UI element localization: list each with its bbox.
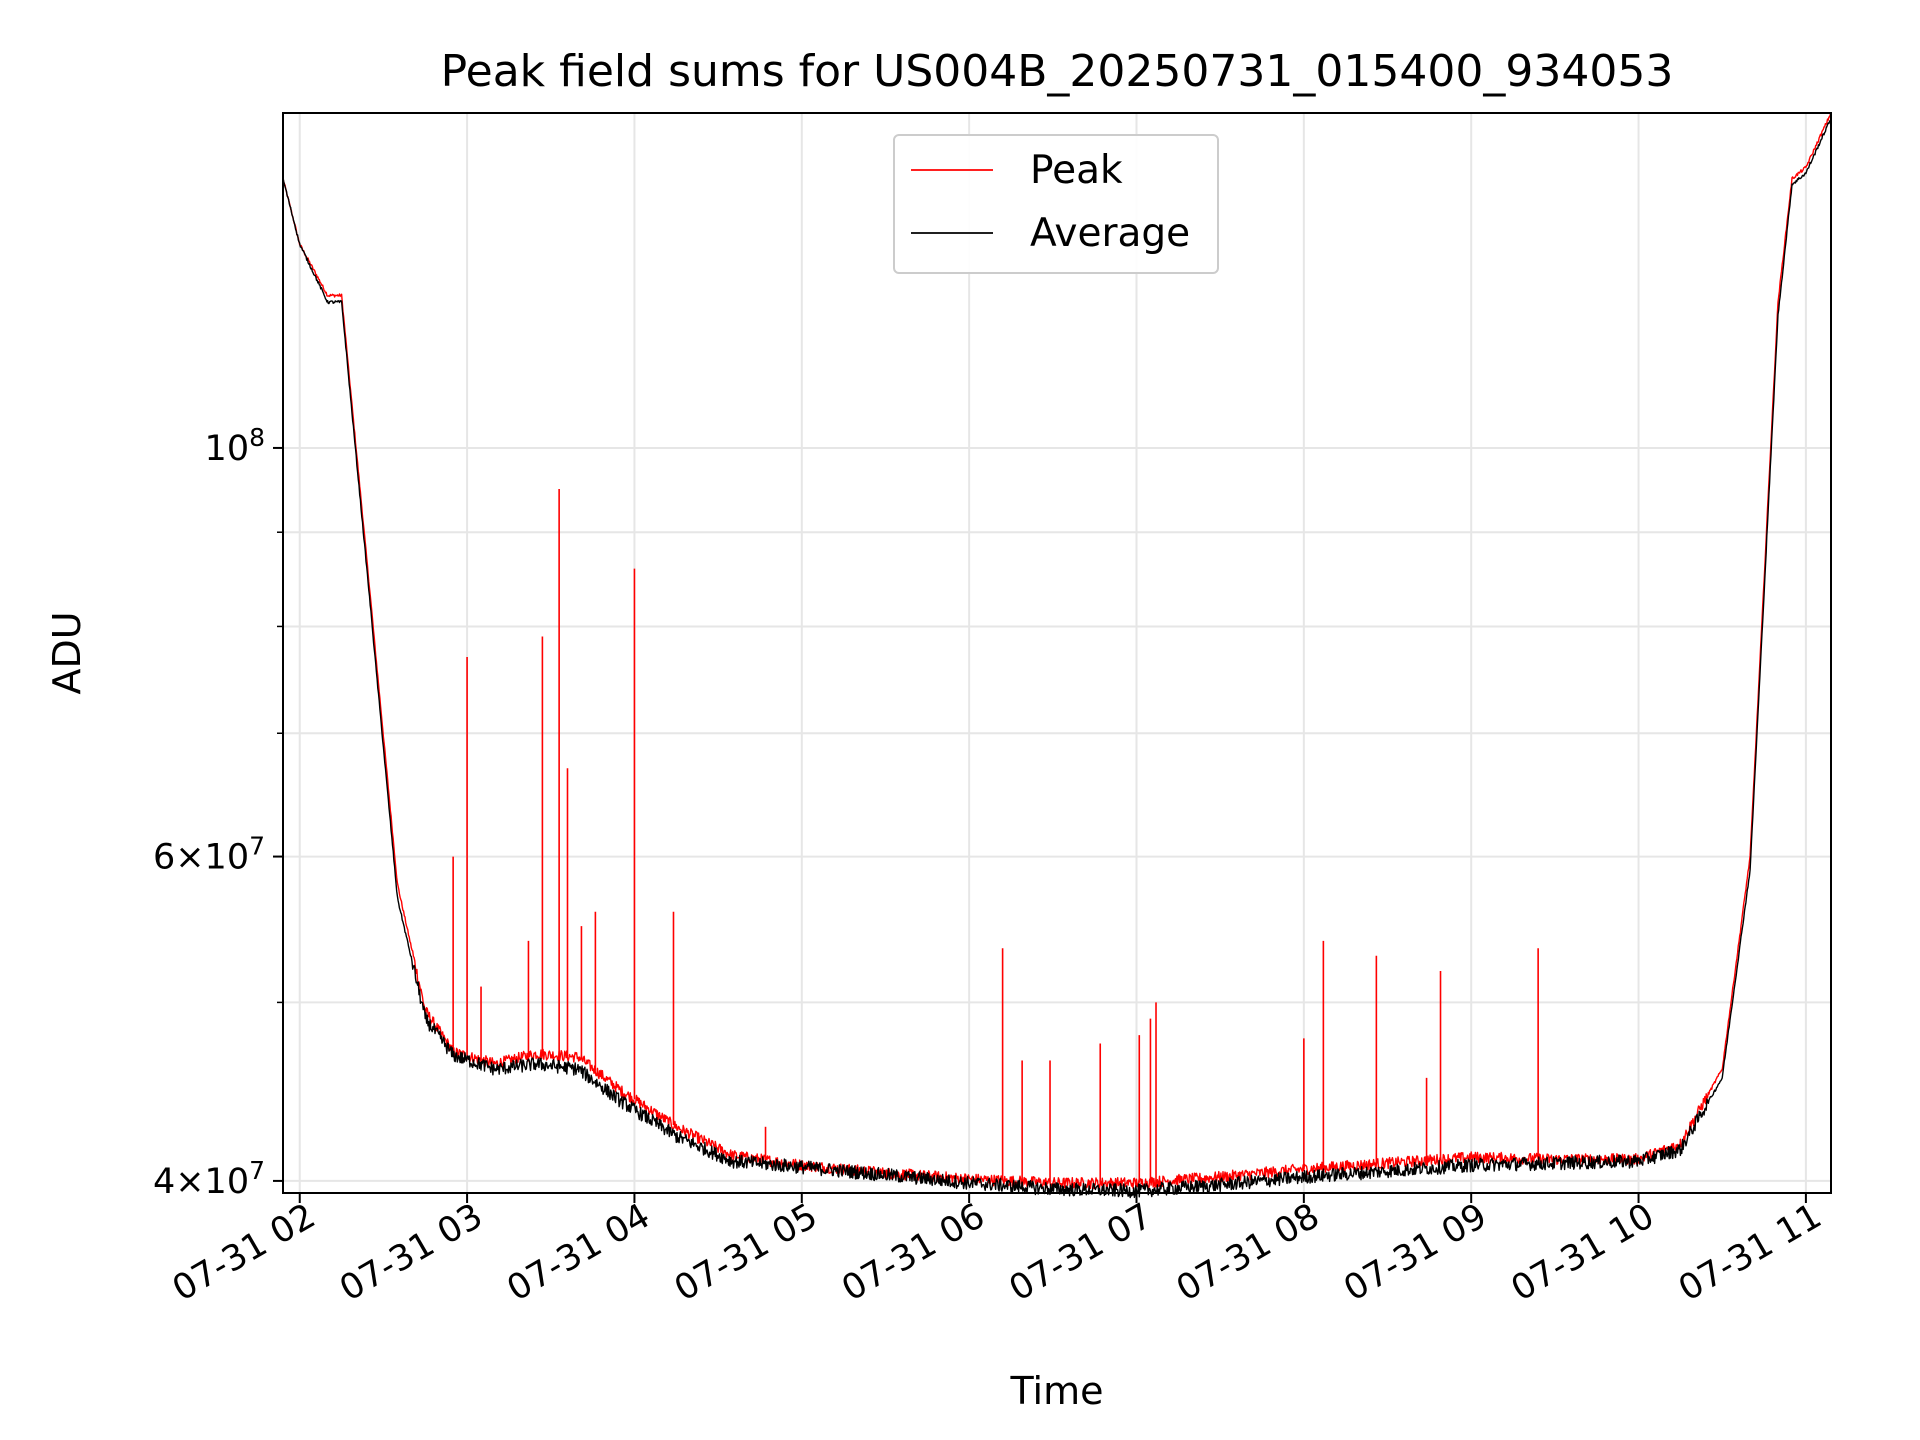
average-series-line <box>282 119 1832 1199</box>
y-axis-label: ADU <box>45 611 89 694</box>
chart-title: Peak field sums for US004B_20250731_0154… <box>441 46 1674 97</box>
y-tick-label: 6×107 <box>153 832 265 878</box>
grid <box>283 113 1831 1193</box>
x-axis-label: Time <box>1010 1369 1104 1413</box>
legend-average-label: Average <box>1030 211 1190 256</box>
series-layer <box>282 113 1832 1199</box>
y-tick-label: 4×107 <box>153 1156 265 1202</box>
legend-peak-label: Peak <box>1030 148 1123 193</box>
plot-frame <box>282 112 1832 1194</box>
legend: Peak Average <box>893 134 1219 274</box>
